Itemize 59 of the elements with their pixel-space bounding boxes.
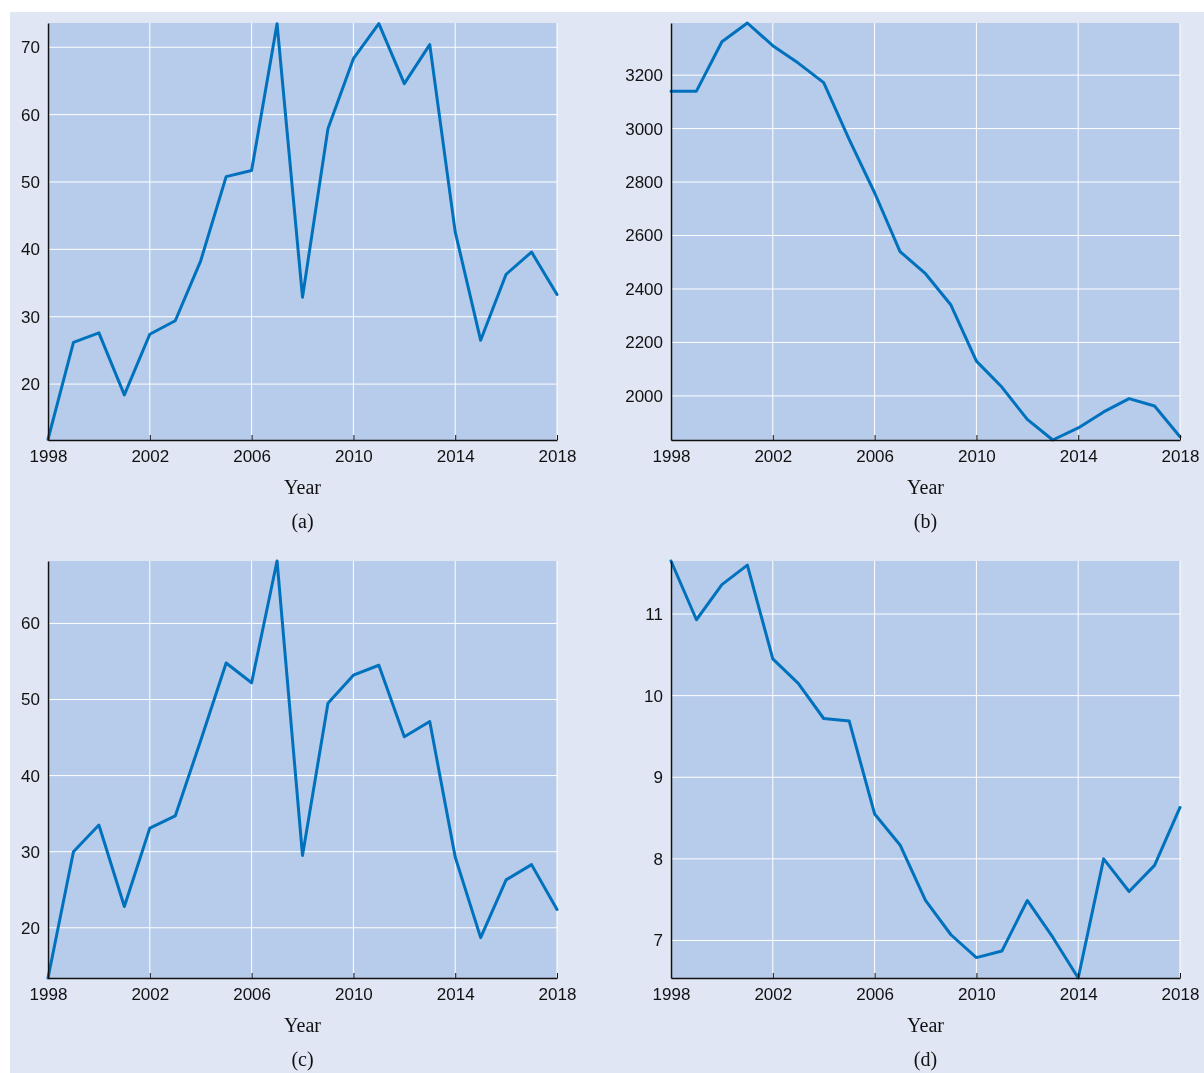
y-tick-label: 7 [653,931,663,951]
y-tick-label: 40 [21,240,40,260]
line-series [46,22,559,441]
x-tick-label: 2006 [856,447,895,467]
line-series [669,559,1182,980]
x-tick-label: 1998 [652,985,691,1005]
y-tick-label: 8 [653,849,663,869]
line-series [669,21,1182,442]
x-tick-label: 2006 [856,985,895,1005]
text: (c) [291,1048,314,1071]
y-tick-label: 3200 [625,66,663,86]
x-tick-label: 2002 [131,447,170,467]
x-tick-label: 1998 [652,447,691,467]
y-tick-label: 50 [21,690,40,710]
y-tick-label: 9 [653,768,663,788]
y-tick-label: 30 [21,307,40,327]
x-tick-label: 2010 [334,447,373,467]
y-tick-label: 2800 [625,172,663,192]
x-axis-title: Year [284,1014,322,1036]
x-tick-label: 2014 [1059,985,1098,1005]
y-tick-label: 60 [21,614,40,634]
x-tick-label: 2018 [538,985,577,1005]
y-tick-label: 30 [21,842,40,862]
y-tick-label: 2600 [625,226,663,246]
x-tick-label: 1998 [29,985,68,1005]
x-tick-label: 2018 [538,447,577,467]
x-tick-label: 2002 [131,985,170,1005]
y-tick-label: 50 [21,172,40,192]
y-tick-label: 11 [645,604,663,624]
y-tick-label: 20 [21,918,40,938]
x-tick-label: 2014 [436,985,475,1005]
y-tick-label: 20 [21,375,40,395]
text: (a) [291,510,314,533]
x-tick-label: 2018 [1161,985,1200,1005]
x-tick-label: 2014 [1059,447,1098,467]
y-tick-label: 2400 [625,279,663,299]
y-tick-label: 70 [21,38,40,58]
y-tick-label: 2000 [625,386,663,406]
x-tick-label: 2002 [754,985,793,1005]
y-tick-label: 10 [644,686,663,706]
line-series [46,559,559,980]
x-axis-title: Year [907,1014,945,1036]
y-tick-label: 40 [21,766,40,786]
x-tick-label: 2018 [1161,447,1200,467]
text: (d) [913,1048,938,1071]
x-tick-label: 2010 [957,447,996,467]
x-tick-label: 2006 [233,447,272,467]
text: (b) [913,510,938,533]
x-tick-label: 2014 [436,447,475,467]
x-tick-label: 1998 [29,447,68,467]
y-tick-label: 2200 [625,333,663,353]
x-axis-title: Year [907,476,945,498]
x-tick-label: 2010 [334,985,373,1005]
x-tick-label: 2006 [233,985,272,1005]
x-tick-label: 2010 [957,985,996,1005]
y-tick-label: 60 [21,105,40,125]
x-tick-label: 2002 [754,447,793,467]
y-tick-label: 3000 [625,119,663,139]
x-axis-title: Year [284,476,322,498]
